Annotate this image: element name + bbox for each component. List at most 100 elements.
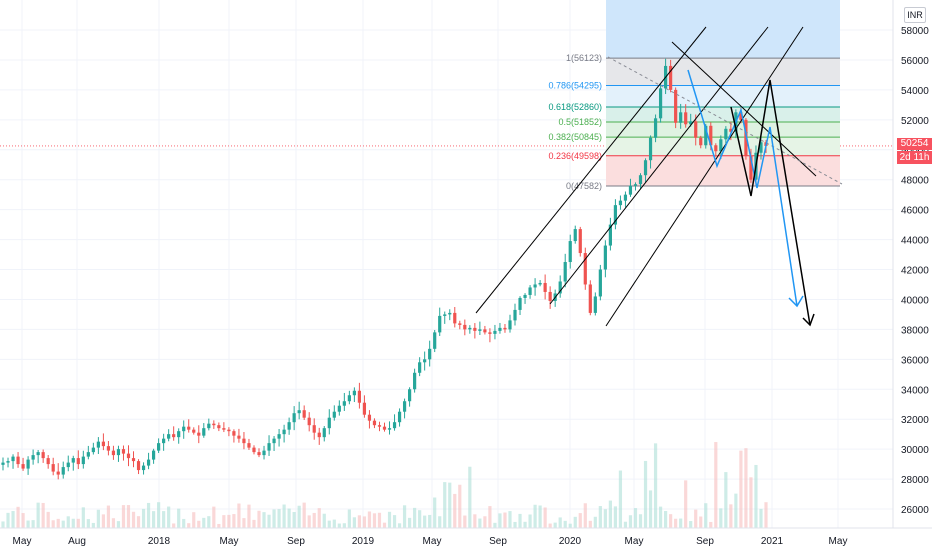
- candle-body: [202, 428, 206, 436]
- candle-body: [729, 128, 733, 132]
- candle-body: [46, 458, 50, 465]
- candle-body: [402, 401, 407, 412]
- time-axis[interactable]: May Aug 2018 May Sep 2019 May Sep 2020 May Sep 2021…: [0, 527, 932, 547]
- channel-upper-line[interactable]: [475, 26, 707, 314]
- candle-body: [272, 438, 276, 444]
- candle: [377, 421, 382, 432]
- candle-body: [658, 88, 663, 119]
- volume-bar: [81, 507, 85, 528]
- candle-body: [66, 462, 70, 468]
- volume-bar: [563, 520, 567, 528]
- fib-level-label: 0(47582): [566, 181, 602, 191]
- x-tick-label: May: [829, 536, 848, 547]
- dashed-trendline[interactable]: [607, 56, 843, 185]
- candle: [413, 368, 417, 393]
- volume-bar: [628, 515, 633, 528]
- candle-body: [588, 284, 592, 313]
- candle: [498, 322, 502, 334]
- candle: [347, 390, 351, 405]
- volume-bar: [207, 516, 211, 528]
- candle: [277, 428, 281, 447]
- candle-body: [307, 417, 311, 426]
- y-tick-label: 54000: [901, 86, 929, 97]
- candle: [327, 409, 331, 435]
- volume-bar: [658, 506, 663, 528]
- y-tick-label: 32000: [901, 415, 929, 426]
- candle-body: [568, 241, 572, 263]
- candle: [714, 143, 718, 157]
- candle: [473, 323, 477, 339]
- channel-lower-line[interactable]: [605, 26, 804, 327]
- price-axis[interactable]: 26000 28000 30000 32000 34000 36000 38000 40000…: [892, 0, 929, 528]
- blue-projection-path[interactable]: [687, 69, 798, 307]
- volume-bar: [1, 521, 5, 528]
- candle-body: [267, 443, 271, 451]
- candle-body: [222, 428, 226, 430]
- candle: [533, 278, 537, 296]
- currency-button[interactable]: INR: [904, 7, 926, 23]
- volume-bar: [272, 509, 276, 528]
- candle-body: [167, 434, 171, 439]
- volume-bar: [367, 511, 372, 528]
- blue-arrow-head: [788, 295, 804, 308]
- candle: [237, 428, 241, 443]
- candle: [643, 158, 648, 183]
- x-tick-label: May: [220, 536, 239, 547]
- candle-body: [603, 245, 607, 270]
- volume-bar: [71, 518, 75, 528]
- volume-bar: [362, 516, 367, 528]
- volume-bar: [192, 512, 196, 528]
- candle-body: [689, 121, 693, 125]
- candle: [232, 429, 236, 443]
- volume-bar: [448, 482, 452, 528]
- candle: [508, 314, 512, 333]
- black-arrow-head: [802, 313, 815, 327]
- volume-bar: [488, 506, 492, 528]
- volume-bar: [377, 512, 382, 528]
- candle-body: [91, 447, 95, 453]
- candle: [443, 311, 447, 324]
- trend-drawings[interactable]: [475, 26, 843, 327]
- candle: [724, 126, 728, 144]
- candle: [719, 135, 723, 159]
- volume-bar: [141, 508, 146, 528]
- fibonacci-retracement[interactable]: 1(56123) 0.786(54295) 0.618(52860) 0.5(5185…: [548, 0, 840, 191]
- candle: [61, 461, 65, 479]
- candle-body: [262, 450, 266, 456]
- candle-body: [71, 458, 75, 463]
- volume-bar: [573, 516, 577, 528]
- volume-bar: [11, 511, 15, 528]
- volume-bar: [342, 523, 346, 528]
- bar-countdown-label: 2d 11h: [897, 151, 932, 164]
- y-tick-label: 34000: [901, 385, 929, 396]
- candle: [357, 382, 362, 409]
- volume-bar: [508, 511, 512, 528]
- channel-middle-line[interactable]: [549, 26, 769, 305]
- candle: [187, 419, 191, 433]
- volume-bar: [217, 523, 221, 528]
- candle: [463, 319, 467, 336]
- candle-body: [297, 410, 301, 414]
- candle-body: [151, 450, 156, 460]
- candle-body: [387, 428, 392, 430]
- candle-body: [242, 438, 246, 444]
- candle: [658, 83, 663, 123]
- black-projection-path[interactable]: [730, 79, 811, 326]
- volume-bar: [699, 516, 703, 528]
- volume-bar: [177, 508, 181, 528]
- candle-body: [709, 125, 713, 146]
- candle: [131, 451, 136, 468]
- candle-body: [126, 453, 131, 459]
- volume-bar: [387, 511, 392, 528]
- candle: [126, 445, 131, 467]
- candle: [11, 454, 15, 469]
- candle-body: [643, 160, 648, 176]
- candle-body: [578, 229, 582, 254]
- volume-bar: [443, 482, 447, 528]
- volume-bar: [392, 515, 397, 528]
- volume-bar: [428, 514, 432, 528]
- descending-trendline[interactable]: [671, 41, 817, 177]
- y-tick-label: 56000: [901, 56, 929, 67]
- candle: [603, 240, 607, 278]
